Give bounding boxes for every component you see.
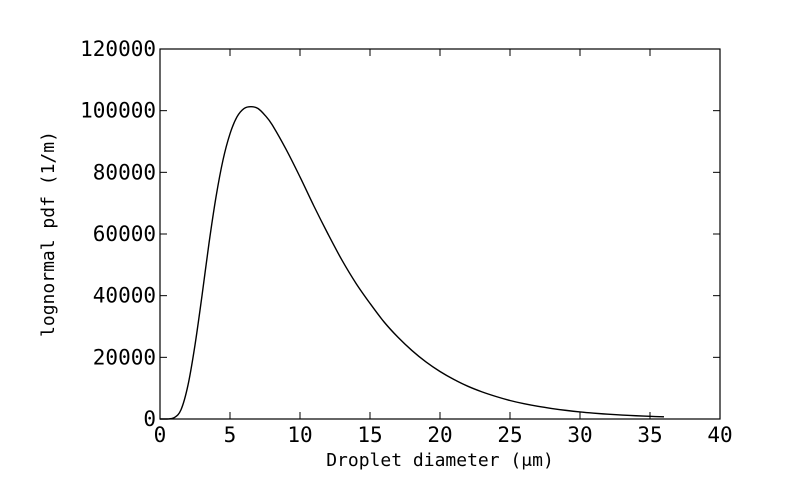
y-tick-label: 100000	[80, 99, 156, 123]
y-tick-label: 60000	[93, 222, 156, 246]
x-tick-label: 5	[224, 423, 237, 447]
x-tick-label: 0	[154, 423, 167, 447]
y-tick-label: 0	[143, 407, 156, 431]
x-tick-label: 15	[357, 423, 382, 447]
y-axis-label: lognormal pdf (1/m)	[38, 131, 59, 337]
y-tick-label: 20000	[93, 345, 156, 369]
x-tick-label: 10	[287, 423, 312, 447]
y-tick-label: 120000	[80, 37, 156, 61]
x-tick-label: 30	[567, 423, 592, 447]
y-tick-label: 80000	[93, 160, 156, 184]
x-tick-label: 35	[637, 423, 662, 447]
axes-frame	[159, 48, 721, 420]
x-tick-label: 20	[427, 423, 452, 447]
x-tick-label: 25	[497, 423, 522, 447]
axis-tick-labels: 0 5 10 15 20 25 30 35 40 0 20000 40000 60000 80000 100…	[80, 37, 733, 447]
y-tick-label: 40000	[93, 284, 156, 308]
pdf-curve-line	[160, 105, 665, 420]
x-tick-label: 40	[707, 423, 732, 447]
plot-area	[160, 49, 720, 419]
x-axis-label: Droplet diameter (μm)	[326, 450, 554, 471]
